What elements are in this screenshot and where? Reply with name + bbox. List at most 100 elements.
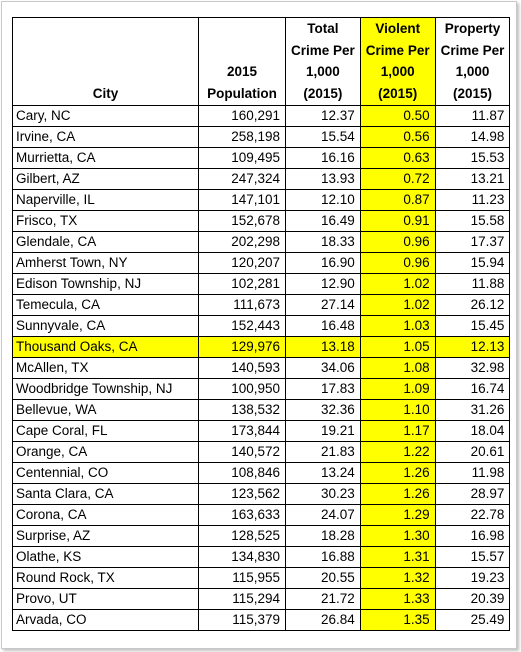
cell-property-crime: 12.13 [434, 336, 511, 358]
cell-population: 140,593 [198, 357, 286, 379]
header-property-crime: Property Crime Per 1,000 (2015) [434, 17, 511, 106]
cell-total-crime: 12.90 [285, 273, 361, 295]
cell-population: 202,298 [198, 231, 286, 253]
cell-property-crime: 15.57 [434, 546, 511, 568]
cell-city: Amherst Town, NY [12, 252, 199, 274]
cell-total-crime: 18.33 [285, 231, 361, 253]
table-row: Centennial, CO 108,846 13.24 1.26 11.98 [12, 462, 511, 484]
cell-population: 247,324 [198, 168, 286, 190]
cell-property-crime: 31.26 [434, 399, 511, 421]
cell-city: Orange, CA [12, 441, 199, 463]
table-row: Glendale, CA 202,298 18.33 0.96 17.37 [12, 231, 511, 253]
cell-property-crime: 32.98 [434, 357, 511, 379]
table-row: Amherst Town, NY 120,207 16.90 0.96 15.94 [12, 252, 511, 274]
table-row: Orange, CA 140,572 21.83 1.22 20.61 [12, 441, 511, 463]
cell-total-crime: 19.21 [285, 420, 361, 442]
cell-total-crime: 32.36 [285, 399, 361, 421]
cell-total-crime: 12.37 [285, 105, 361, 127]
cell-population: 115,955 [198, 567, 286, 589]
cell-violent-crime: 1.29 [359, 504, 436, 526]
table-row: Sunnyvale, CA 152,443 16.48 1.03 15.45 [12, 315, 511, 337]
cell-city: Woodbridge Township, NJ [12, 378, 199, 400]
cell-population: 147,101 [198, 189, 286, 211]
header-population: 2015 Population [198, 17, 286, 106]
cell-city: Murrietta, CA [12, 147, 199, 169]
cell-violent-crime: 0.63 [359, 147, 436, 169]
cell-city: Edison Township, NJ [12, 273, 199, 295]
table-row: Murrietta, CA 109,495 16.16 0.63 15.53 [12, 147, 511, 169]
cell-total-crime: 34.06 [285, 357, 361, 379]
cell-city: Arvada, CO [12, 609, 199, 631]
header-row: City 2015 Population Total Crime Per 1,0… [12, 17, 511, 106]
table-row: Santa Clara, CA 123,562 30.23 1.26 28.97 [12, 483, 511, 505]
cell-violent-crime: 1.02 [359, 273, 436, 295]
cell-property-crime: 17.37 [434, 231, 511, 253]
cell-population: 123,562 [198, 483, 286, 505]
cell-property-crime: 11.87 [434, 105, 511, 127]
cell-population: 258,198 [198, 126, 286, 148]
cell-total-crime: 21.83 [285, 441, 361, 463]
cell-city: Temecula, CA [12, 294, 199, 316]
cell-total-crime: 16.90 [285, 252, 361, 274]
table-row: Cary, NC 160,291 12.37 0.50 11.87 [12, 105, 511, 127]
cell-violent-crime: 1.26 [359, 462, 436, 484]
cell-total-crime: 16.16 [285, 147, 361, 169]
cell-property-crime: 22.78 [434, 504, 511, 526]
cell-property-crime: 14.98 [434, 126, 511, 148]
cell-total-crime: 20.55 [285, 567, 361, 589]
table-row: Provo, UT 115,294 21.72 1.33 20.39 [12, 588, 511, 610]
cell-population: 138,532 [198, 399, 286, 421]
cell-property-crime: 15.53 [434, 147, 511, 169]
cell-property-crime: 11.98 [434, 462, 511, 484]
cell-total-crime: 16.49 [285, 210, 361, 232]
cell-violent-crime: 1.31 [359, 546, 436, 568]
cell-violent-crime: 0.91 [359, 210, 436, 232]
cell-city: Olathe, KS [12, 546, 199, 568]
cell-property-crime: 16.98 [434, 525, 511, 547]
cell-population: 115,294 [198, 588, 286, 610]
cell-population: 109,495 [198, 147, 286, 169]
cell-property-crime: 11.88 [434, 273, 511, 295]
table-row: Bellevue, WA 138,532 32.36 1.10 31.26 [12, 399, 511, 421]
cell-total-crime: 27.14 [285, 294, 361, 316]
cell-violent-crime: 1.32 [359, 567, 436, 589]
cell-population: 115,379 [198, 609, 286, 631]
cell-city: Irvine, CA [12, 126, 199, 148]
table-row: Naperville, IL 147,101 12.10 0.87 11.23 [12, 189, 511, 211]
cell-property-crime: 20.61 [434, 441, 511, 463]
header-violent-crime: Violent Crime Per 1,000 (2015) [359, 17, 436, 106]
cell-total-crime: 13.93 [285, 168, 361, 190]
cell-violent-crime: 1.10 [359, 399, 436, 421]
cell-total-crime: 16.88 [285, 546, 361, 568]
cell-violent-crime: 1.02 [359, 294, 436, 316]
cell-property-crime: 28.97 [434, 483, 511, 505]
cell-city: Glendale, CA [12, 231, 199, 253]
cell-total-crime: 16.48 [285, 315, 361, 337]
table-row: Corona, CA 163,633 24.07 1.29 22.78 [12, 504, 511, 526]
table-row: Temecula, CA 111,673 27.14 1.02 26.12 [12, 294, 511, 316]
cell-population: 134,830 [198, 546, 286, 568]
table-row: Surprise, AZ 128,525 18.28 1.30 16.98 [12, 525, 511, 547]
cell-population: 140,572 [198, 441, 286, 463]
cell-city: Gilbert, AZ [12, 168, 199, 190]
cell-city: Cary, NC [12, 105, 199, 127]
cell-city: Naperville, IL [12, 189, 199, 211]
table-row: Woodbridge Township, NJ 100,950 17.83 1.09 1… [12, 378, 511, 400]
cell-total-crime: 15.54 [285, 126, 361, 148]
cell-property-crime: 13.21 [434, 168, 511, 190]
cell-property-crime: 26.12 [434, 294, 511, 316]
cell-city: Centennial, CO [12, 462, 199, 484]
cell-city: Sunnyvale, CA [12, 315, 199, 337]
cell-city: Frisco, TX [12, 210, 199, 232]
cell-violent-crime: 1.26 [359, 483, 436, 505]
cell-property-crime: 18.04 [434, 420, 511, 442]
cell-population: 111,673 [198, 294, 286, 316]
cell-total-crime: 18.28 [285, 525, 361, 547]
cell-violent-crime: 0.87 [359, 189, 436, 211]
cell-city: Santa Clara, CA [12, 483, 199, 505]
cell-population: 100,950 [198, 378, 286, 400]
table-row: Thousand Oaks, CA 129,976 13.18 1.05 12.13 [12, 336, 511, 358]
table-row: Cape Coral, FL 173,844 19.21 1.17 18.04 [12, 420, 511, 442]
cell-population: 173,844 [198, 420, 286, 442]
